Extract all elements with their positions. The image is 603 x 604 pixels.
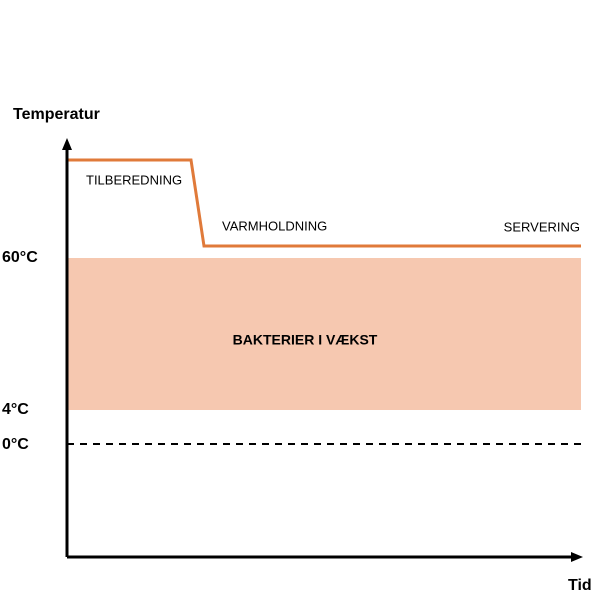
temperature-curve xyxy=(67,158,581,248)
x-axis-label: Tid xyxy=(568,577,592,594)
phase-label: SERVERING xyxy=(504,219,580,234)
level-label: 0°C xyxy=(2,436,29,453)
x-arrow xyxy=(571,552,583,562)
phase-label: TILBEREDNING xyxy=(86,172,182,187)
level-label: 60°C xyxy=(2,249,38,266)
bacteria-zone xyxy=(67,258,581,410)
y-arrow xyxy=(62,138,72,150)
level-label: 4°C xyxy=(2,401,29,418)
phase-label: VARMHOLDNING xyxy=(222,218,327,233)
zone-label: BAKTERIER I VÆKST xyxy=(233,332,378,348)
y-axis-label: Temperatur xyxy=(13,106,100,123)
